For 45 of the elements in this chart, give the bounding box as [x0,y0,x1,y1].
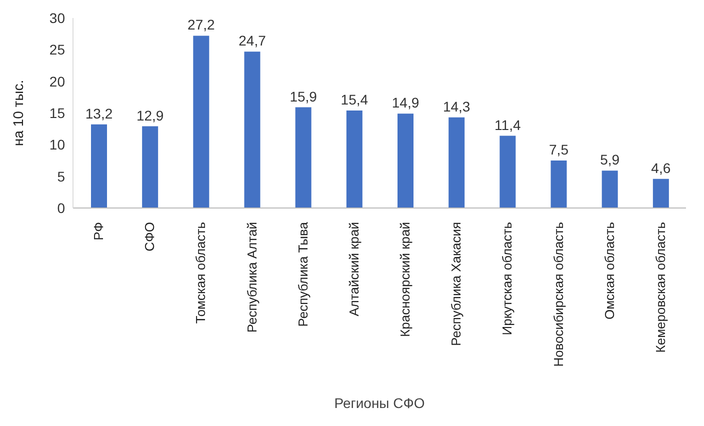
data-label: 7,5 [549,142,569,158]
x-tick-label: Иркутская область [500,222,515,336]
data-label: 13,2 [85,105,113,122]
data-label: 14,3 [442,98,470,114]
x-axis-title: Регионы СФО [334,395,425,411]
bar [448,117,465,208]
data-label: 24,7 [238,32,266,49]
data-label: 4,6 [651,160,671,176]
x-tick-label: СФО [142,222,158,252]
data-label: 27,2 [188,16,216,33]
data-label: 11,4 [494,116,521,133]
y-tick-label: 25 [49,42,66,58]
x-tick-label: Республика Тыва [295,221,310,327]
y-tick-label: 5 [57,168,66,184]
x-tick-label: Омская область [602,222,617,320]
bar [346,110,362,208]
data-label: 14,9 [392,94,420,111]
x-tick-label: РФ [91,222,106,240]
x-tick-label: Томская область [193,222,208,324]
x-tick-label: Новосибирская область [550,222,566,367]
bar [500,136,516,208]
x-tick-label: Республика Алтай [244,222,260,333]
bar [652,178,669,208]
x-tick-label: Республика Хакасия [448,222,464,346]
bar [398,114,414,208]
bar [550,160,567,208]
data-label: 15,9 [290,88,318,104]
y-tick-label: 20 [49,73,66,90]
bar [91,124,107,208]
x-tick-label: Красноярский край [398,222,413,337]
bar [193,36,210,208]
data-label: 12,9 [136,107,164,124]
bar [244,52,260,208]
y-tick-label: 30 [49,10,66,26]
bar [295,107,312,208]
x-tick-label: Кемеровская область [652,222,668,353]
y-tick-label: 10 [49,136,66,153]
bar [142,126,158,208]
y-tick-label: 15 [49,104,66,121]
bar [602,170,618,208]
data-label: 15,4 [340,91,368,108]
y-axis-title: на 10 тыс. [10,80,26,146]
y-tick-label: 0 [57,200,66,216]
x-tick-label: Алтайский край [346,222,362,316]
data-label: 5,9 [600,152,620,168]
